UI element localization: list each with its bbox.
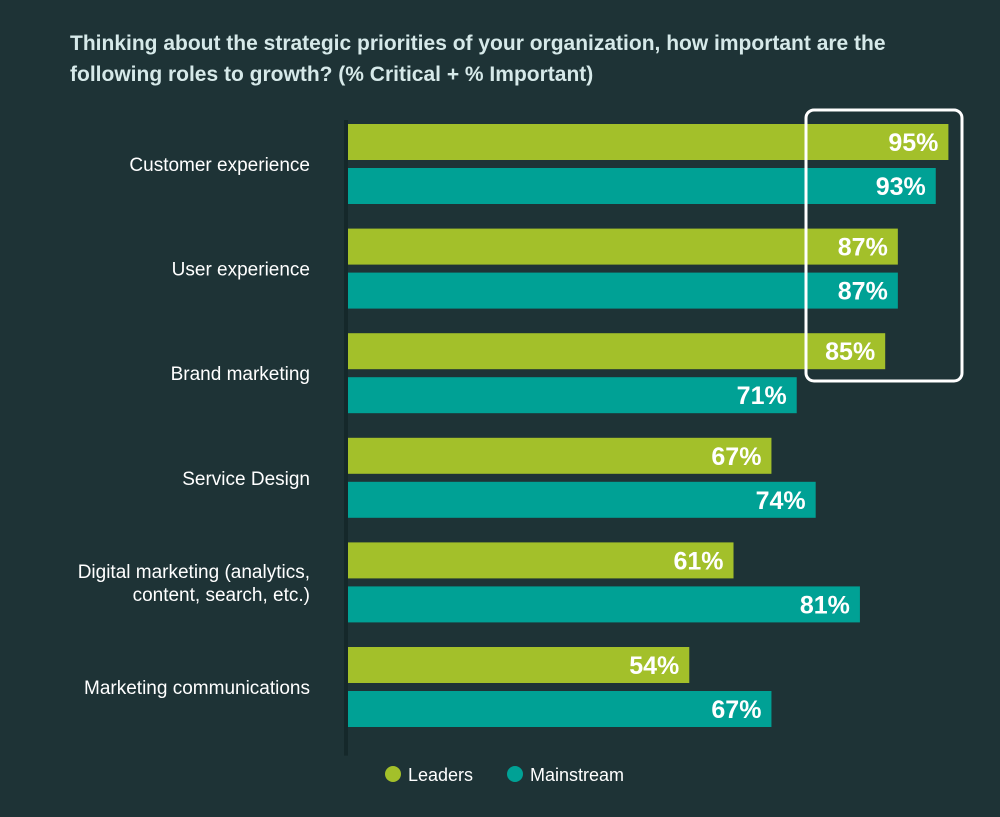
category-label: User experience bbox=[172, 260, 310, 281]
legend-swatch-mainstream bbox=[507, 766, 523, 782]
bar-mainstream bbox=[348, 691, 772, 727]
bar-mainstream bbox=[348, 168, 936, 204]
bar-leaders bbox=[348, 542, 734, 579]
bar-mainstream bbox=[348, 272, 898, 309]
value-label: 54% bbox=[629, 652, 679, 680]
value-label: 71% bbox=[737, 382, 787, 410]
value-label: 74% bbox=[756, 487, 806, 515]
value-label: 95% bbox=[888, 129, 938, 157]
value-label: 87% bbox=[838, 234, 888, 262]
value-label: 67% bbox=[711, 443, 761, 471]
category-label: Marketing communications bbox=[84, 678, 310, 699]
axis-shadow bbox=[344, 120, 348, 756]
bar-leaders bbox=[348, 228, 898, 265]
bar-mainstream bbox=[348, 481, 816, 518]
value-label: 93% bbox=[876, 173, 926, 201]
legend-label: Mainstream bbox=[530, 765, 624, 785]
bar-mainstream bbox=[348, 377, 797, 414]
category-label: Digital marketing (analytics, bbox=[78, 562, 310, 583]
value-label: 61% bbox=[673, 547, 723, 575]
legend-label: Leaders bbox=[408, 765, 473, 785]
legend-swatch-leaders bbox=[385, 766, 401, 782]
category-label: Service Design bbox=[182, 469, 310, 490]
category-label: Brand marketing bbox=[171, 364, 310, 385]
value-label: 87% bbox=[838, 278, 888, 306]
chart-title: Thinking about the strategic priorities … bbox=[70, 32, 886, 86]
value-label: 85% bbox=[825, 338, 875, 366]
bar-leaders bbox=[348, 333, 886, 370]
bar-leaders bbox=[348, 124, 949, 160]
highlight-box bbox=[804, 108, 964, 383]
bar-mainstream bbox=[348, 586, 860, 623]
value-label: 81% bbox=[800, 591, 850, 619]
category-label: Customer experience bbox=[129, 155, 310, 176]
value-label: 67% bbox=[711, 696, 761, 724]
bar-leaders bbox=[348, 647, 690, 683]
category-label: content, search, etc.) bbox=[133, 585, 310, 606]
bar-leaders bbox=[348, 437, 772, 474]
